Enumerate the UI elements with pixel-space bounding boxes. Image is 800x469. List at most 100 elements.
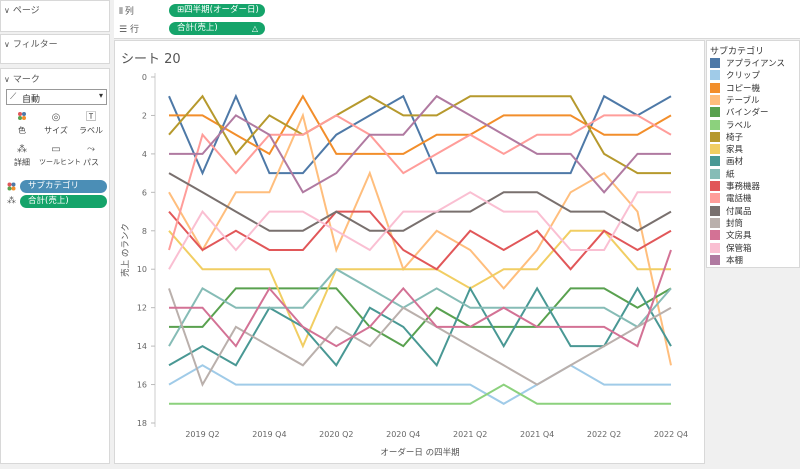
legend-item[interactable]: クリップ: [710, 69, 760, 81]
legend-item[interactable]: 本棚: [710, 254, 743, 266]
sum-sales-pill[interactable]: 合計(売上) △: [169, 22, 265, 35]
x-tick-label: 2022 Q4: [654, 430, 688, 439]
legend-swatch: [710, 230, 720, 241]
x-tick-label: 2020 Q4: [386, 430, 420, 439]
legend-item[interactable]: コピー機: [710, 82, 760, 94]
pages-title: ページ: [12, 6, 40, 16]
pages-header[interactable]: ∨ ページ: [4, 3, 40, 16]
detail-button[interactable]: ⁂ 詳細: [5, 143, 39, 173]
y-tick-label: 16: [137, 381, 147, 390]
legend-label: 保管箱: [726, 243, 752, 254]
legend-label: バインダー: [726, 108, 769, 119]
mark-type-value: 自動: [22, 95, 41, 105]
legend-item[interactable]: 画材: [710, 155, 743, 167]
legend-swatch: [710, 181, 720, 191]
chevron-down-icon: ∨: [4, 6, 10, 15]
y-tick-label: 12: [137, 304, 147, 313]
y-tick-label: 0: [142, 73, 147, 82]
legend-label: クリップ: [726, 71, 761, 82]
legend-item[interactable]: 椅子: [710, 131, 743, 143]
label-button-label: ラベル: [79, 126, 103, 135]
series-line-4: [168, 112, 672, 366]
series-line-5: [169, 287, 672, 348]
y-tick-label: 6: [142, 188, 147, 197]
path-button[interactable]: ⤳ パス: [74, 143, 108, 173]
rows-label-text: 行: [129, 25, 139, 35]
detail-icon: ⁂: [7, 196, 16, 206]
quarter-order-date-pill[interactable]: ⊞四半期(オーダー日): [169, 4, 265, 17]
line-chart[interactable]: 0 2 4 6 8 10 12 14 16 18 2019 Q2 2019 Q4 2020 Q2 2020…: [115, 41, 706, 465]
y-tick-label: 4: [142, 150, 147, 159]
legend-item[interactable]: 封筒: [710, 217, 743, 229]
sum-sales-pill-label: 合計(売上): [177, 23, 218, 33]
size-button-label: サイズ: [44, 126, 68, 135]
legend-label: ラベル: [726, 120, 752, 131]
x-axis-title: オーダー日 の四半期: [380, 447, 459, 458]
sales-detail-pill[interactable]: 合計(売上): [20, 195, 107, 208]
pill-prefix-icon: ⊞: [177, 5, 185, 15]
color-dots-icon: [7, 182, 16, 194]
legend-label: コピー機: [726, 83, 761, 94]
rows-icon: ☰: [119, 25, 128, 35]
mark-type-dropdown[interactable]: ⟋ 自動 ▾: [6, 89, 107, 105]
legend-label: 事務機器: [726, 182, 761, 192]
legend-label: アプライアンス: [726, 59, 785, 69]
columns-label-text: 列: [124, 7, 134, 17]
legend-swatch: [710, 131, 720, 142]
legend-item[interactable]: 保管箱: [710, 242, 752, 254]
legend-item[interactable]: 付属品: [710, 205, 752, 217]
chevron-down-icon: ∨: [4, 75, 10, 84]
filters-header[interactable]: ∨ フィルター: [4, 37, 58, 50]
legend-item[interactable]: 文房具: [710, 229, 752, 241]
quarter-pill-label: 四半期(オーダー日): [184, 5, 259, 15]
series-line-14: [168, 288, 672, 387]
legend-label: 電話機: [726, 194, 752, 205]
series-line-13: [168, 172, 672, 232]
legend-item[interactable]: 事務機器: [710, 180, 760, 192]
legend-item[interactable]: ラベル: [710, 119, 752, 131]
color-icon: [5, 111, 39, 125]
legend-swatch: [710, 70, 720, 81]
x-tick-label: 2019 Q4: [252, 430, 286, 439]
marks-title: マーク: [12, 75, 40, 85]
legend-item[interactable]: バインダー: [710, 106, 769, 118]
series-line-12: [168, 114, 672, 251]
rows-shelf[interactable]: ☰ 行 合計(売上) △: [114, 18, 800, 39]
y-axis-title: 売上 のランク: [120, 223, 131, 277]
triangle-icon: △: [251, 24, 258, 33]
x-tick-label: 2021 Q2: [453, 430, 487, 439]
legend-label: テーブル: [726, 95, 760, 106]
legend-label: 紙: [726, 169, 735, 180]
tooltip-button[interactable]: ▭ ツールヒント: [39, 143, 81, 173]
legend-item[interactable]: 電話機: [710, 192, 752, 204]
legend-item[interactable]: 家具: [710, 143, 743, 155]
label-button[interactable]: 🅃 ラベル: [74, 111, 108, 141]
series-line-2: [168, 364, 671, 405]
legend-item[interactable]: テーブル: [710, 94, 760, 106]
legend-label: 家具: [726, 145, 744, 156]
dropdown-arrow-icon: ▾: [98, 91, 103, 100]
legend-item[interactable]: アプライアンス: [710, 57, 785, 69]
marks-card: ∨ マーク ⟋ 自動 ▾ 色 ◎ サイズ 🅃 ラベル ⁂ 詳細 ▭ ツールヒント …: [0, 68, 110, 464]
x-tick-label: 2019 Q2: [185, 430, 219, 439]
label-icon: 🅃: [86, 112, 96, 123]
y-tick-label: 18: [137, 419, 147, 428]
size-button[interactable]: ◎ サイズ: [39, 111, 73, 141]
x-tick-label: 2020 Q2: [319, 430, 353, 439]
legend-swatch: [710, 107, 720, 118]
color-button[interactable]: 色: [5, 111, 39, 141]
legend-label: 椅子: [726, 132, 744, 143]
legend-item[interactable]: 紙: [710, 168, 735, 180]
subcategory-color-pill[interactable]: サブカテゴリ: [20, 180, 107, 193]
y-tick-label: 14: [137, 342, 147, 351]
marks-header[interactable]: ∨ マーク: [4, 72, 40, 85]
series-line-8: [168, 229, 671, 349]
legend-swatch: [710, 242, 720, 253]
columns-shelf-label: ⦀ 列: [119, 4, 134, 17]
y-tick-label: 8: [142, 227, 147, 236]
path-button-label: パス: [83, 158, 99, 167]
rows-shelf-label: ☰ 行: [119, 22, 139, 35]
legend-label: 付属品: [726, 206, 752, 217]
legend-swatch: [710, 119, 720, 130]
series-line-6: [169, 383, 671, 405]
